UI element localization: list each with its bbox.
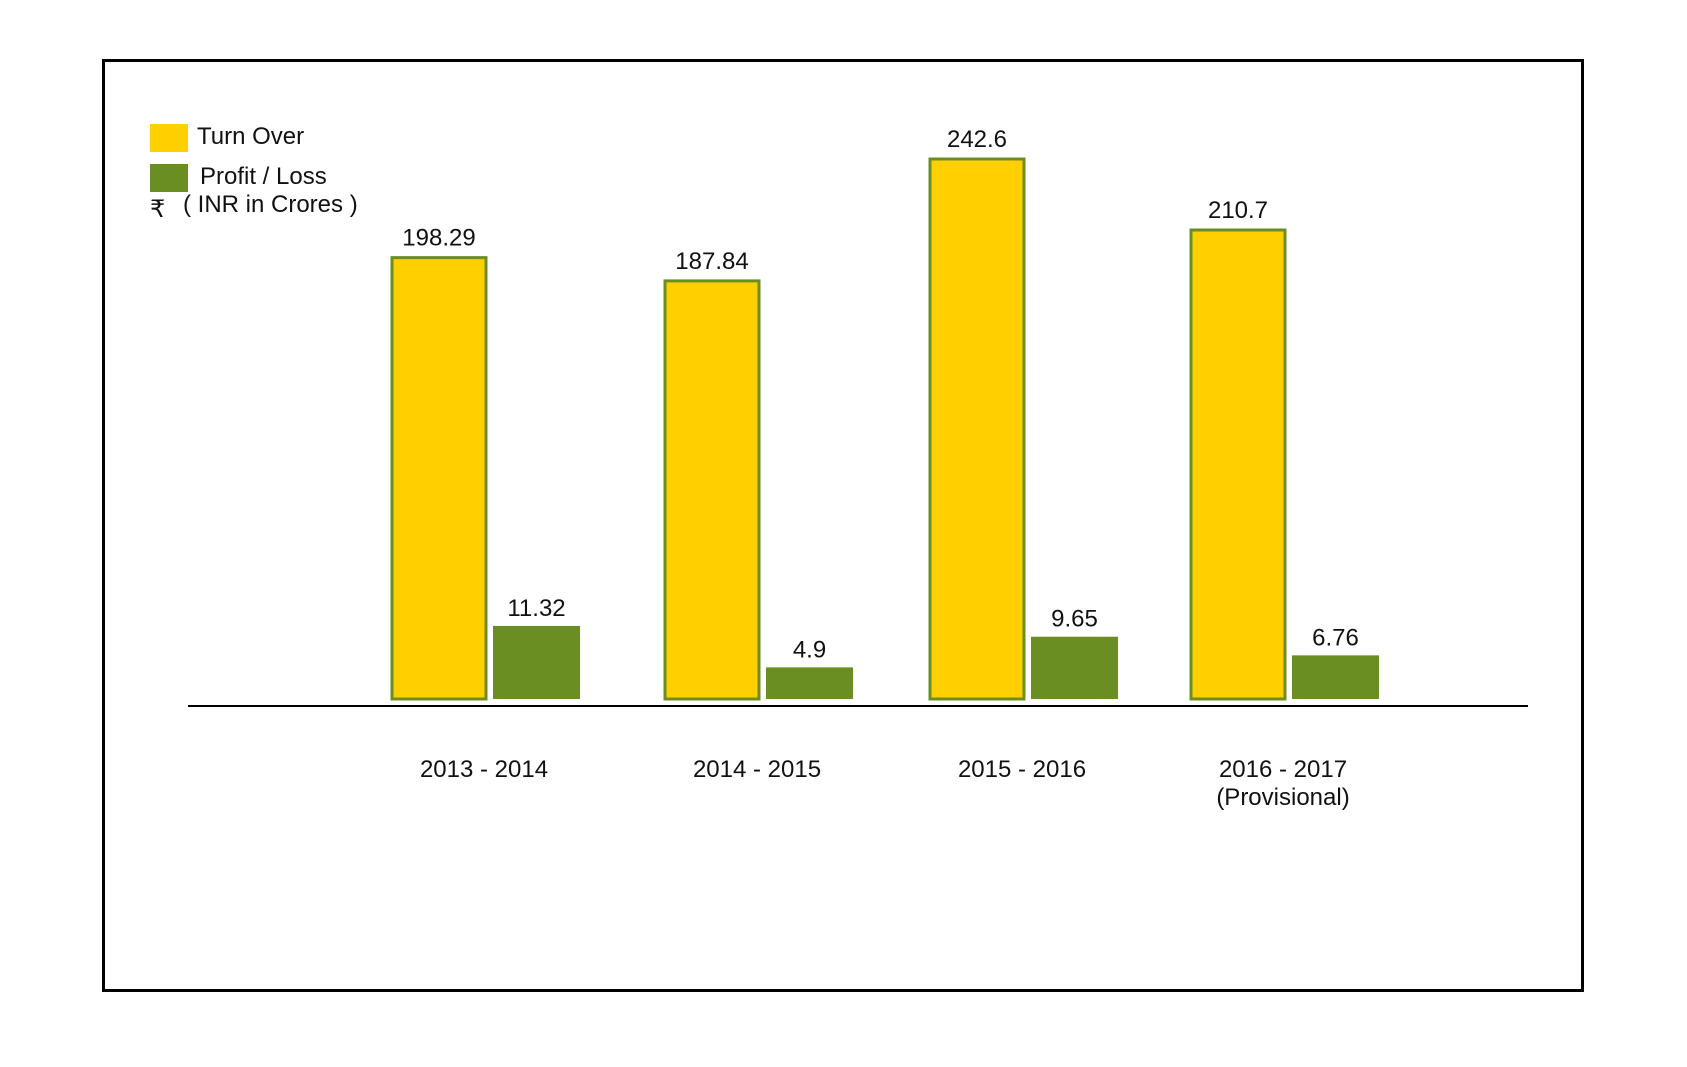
- turnover-bar-1: [390, 256, 488, 701]
- profit-bar-1: [493, 625, 580, 699]
- profit-value-label-1: 11.32: [507, 595, 565, 622]
- category-label-4-line-2: (Provisional): [1216, 784, 1349, 811]
- category-label-4: 2016 - 2017: [1219, 756, 1347, 783]
- unit-note: ( INR in Crores ): [183, 191, 358, 218]
- legend-swatch-1: [150, 124, 188, 152]
- category-label-1: 2013 - 2014: [420, 756, 548, 783]
- category-label-3: 2015 - 2016: [958, 756, 1086, 783]
- turnover-value-label-4: 210.7: [1208, 197, 1268, 224]
- profit-value-label-2: 4.9: [793, 636, 826, 663]
- profit-bar-4: [1292, 655, 1379, 699]
- category-labels: 2013 - 2014 2014 - 2015 2015 - 2016 2016 - …: [420, 756, 1350, 811]
- rupee-symbol-icon: ₹: [150, 196, 165, 223]
- category-label-2: 2014 - 2015: [693, 756, 821, 783]
- turnover-bar-4: [1189, 228, 1287, 701]
- profit-bar-2: [766, 667, 853, 699]
- turnover-bar-3: [928, 157, 1026, 701]
- profit-value-label-4: 6.76: [1312, 624, 1359, 651]
- legend: Turn Over Profit / Loss ₹ ( INR in Crores ): [150, 123, 358, 223]
- turnover-value-label-1: 198.29: [402, 225, 475, 252]
- turnover-value-label-3: 242.6: [947, 126, 1007, 153]
- bars: 198.29 11.32 187.84 4.9 242.6 9.65 210.7 6.76: [390, 126, 1379, 701]
- legend-label-1: Turn Over: [197, 123, 304, 150]
- turnover-value-label-2: 187.84: [675, 248, 748, 275]
- turnover-bar-2: [663, 279, 761, 701]
- legend-label-2: Profit / Loss: [200, 163, 327, 190]
- profit-bar-3: [1031, 636, 1118, 699]
- legend-swatch-2: [150, 164, 188, 192]
- profit-value-label-3: 9.65: [1051, 606, 1098, 633]
- chart-frame: [102, 59, 1584, 992]
